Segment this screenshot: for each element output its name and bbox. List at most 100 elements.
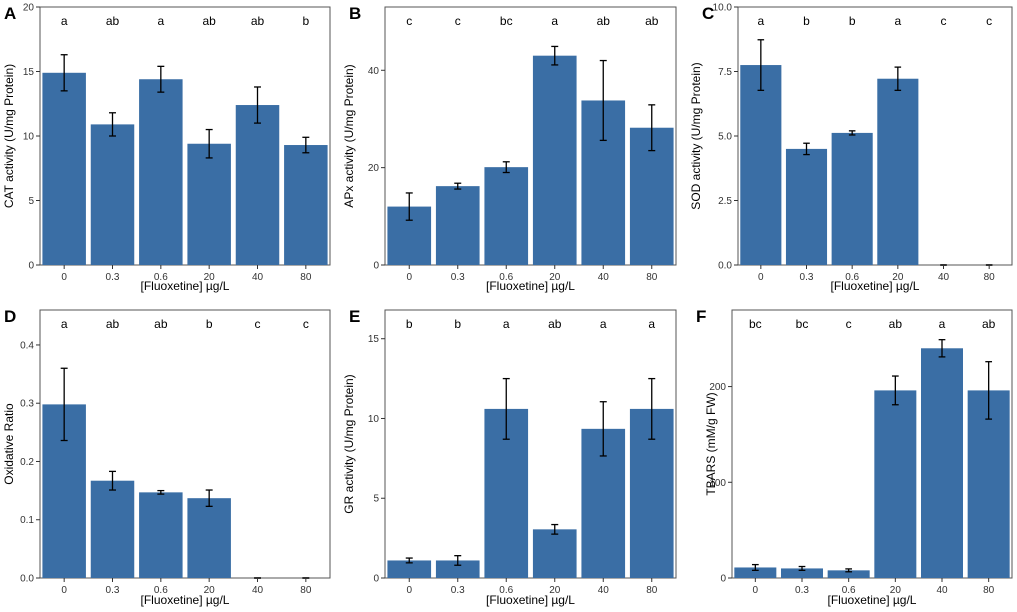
significance-letter: a [551, 14, 558, 28]
x-tick-label: 40 [252, 585, 264, 596]
significance-letter: ab [597, 14, 611, 28]
x-axis-title: [Fluoxetine] µg/L [831, 279, 920, 293]
significance-letter: ab [645, 14, 659, 28]
bar [284, 145, 328, 265]
significance-letter: a [939, 317, 946, 331]
bar [139, 492, 183, 578]
panel-a: A 0 5 10 15 20 0 a 0.3 ab 0.6 a 20 ab 40 ab 80 b [Fluoxeti… [2, 3, 331, 293]
y-tick-label: 200 [709, 382, 726, 393]
error-bar [848, 130, 856, 136]
significance-letter: ab [202, 14, 216, 28]
bar [235, 105, 280, 265]
bar [90, 124, 135, 265]
bar [484, 167, 529, 265]
bar [831, 132, 873, 265]
panel-e: E 0 5 10 15 0 b 0.3 b 0.6 a 20 ab 40 a 80 a [Fluoxetine] … [342, 307, 677, 607]
y-tick-label: 10 [23, 132, 35, 143]
x-tick-label: 80 [646, 585, 658, 596]
significance-letter: a [894, 14, 901, 28]
panel-label: B [349, 4, 361, 23]
x-tick-label: 0.3 [800, 272, 814, 283]
panel-label: E [349, 307, 360, 326]
y-tick-label: 15 [368, 334, 380, 345]
significance-letter: b [803, 14, 810, 28]
error-bar [454, 182, 462, 190]
significance-letter: bc [500, 14, 513, 28]
y-tick-label: 7.5 [718, 67, 732, 78]
error-bar [648, 377, 656, 440]
x-tick-label: 40 [938, 272, 950, 283]
error-bar [551, 523, 559, 535]
bar [785, 148, 828, 265]
panel-d: D 0.0 0.1 0.2 0.3 0.4 0 a 0.3 ab 0.6 ab 20 b 40 c 80 c [Fl… [2, 307, 331, 607]
error-bar [405, 557, 413, 564]
y-tick-label: 0.1 [20, 515, 34, 526]
significance-letter: ab [106, 317, 120, 331]
y-tick-label: 10 [368, 414, 380, 425]
error-bar [157, 489, 165, 495]
y-tick-label: 5 [373, 494, 379, 505]
bar [139, 79, 183, 266]
y-axis-title: APx activity (U/mg Protein) [342, 64, 356, 207]
plot-frame [384, 6, 677, 266]
x-axis-title: [Fluoxetine] µg/L [486, 593, 575, 607]
error-bar [894, 66, 902, 91]
x-tick-label: 0.3 [451, 585, 465, 596]
error-bar [405, 192, 413, 221]
significance-letter: ab [982, 317, 996, 331]
x-tick-label: 0.6 [842, 585, 856, 596]
y-tick-label: 20 [23, 3, 35, 14]
y-tick-label: 0.3 [20, 399, 34, 410]
panel-label: A [4, 4, 16, 23]
y-axis-title: CAT activity (U/mg Protein) [2, 64, 16, 208]
error-bar [60, 54, 68, 92]
error-bar [205, 489, 213, 507]
y-axis-title: TBARS (mM/g FW) [704, 392, 718, 495]
x-axis-title: [Fluoxetine] µg/L [828, 593, 917, 607]
error-bar [109, 112, 116, 137]
significance-letter: ab [889, 317, 903, 331]
significance-letter: c [986, 14, 992, 28]
significance-letter: b [849, 14, 856, 28]
bar [187, 143, 231, 265]
x-axis-title: [Fluoxetine] µg/L [141, 593, 230, 607]
y-tick-label: 0.0 [20, 574, 34, 585]
error-bar [454, 555, 462, 566]
plot-frame [39, 309, 331, 579]
bar [877, 78, 919, 265]
error-bar [599, 401, 607, 457]
bar [387, 560, 432, 578]
panel-label: D [4, 307, 16, 326]
x-tick-label: 0 [61, 272, 67, 283]
y-tick-label: 100 [709, 478, 726, 489]
x-tick-label: 20 [204, 585, 216, 596]
y-tick-label: 0.4 [20, 340, 34, 351]
error-bar [803, 142, 810, 156]
significance-letter: a [600, 317, 607, 331]
x-tick-label: 0.3 [451, 272, 465, 283]
panel-label: F [696, 307, 706, 326]
x-tick-label: 40 [252, 272, 264, 283]
bar [435, 560, 480, 578]
x-tick-label: 0 [61, 585, 67, 596]
x-tick-label: 0.3 [106, 585, 120, 596]
x-tick-label: 0.6 [499, 585, 513, 596]
x-tick-label: 40 [936, 585, 948, 596]
error-bar [302, 136, 310, 154]
error-bar [205, 128, 213, 159]
bar [967, 390, 1010, 578]
significance-letter: ab [251, 14, 265, 28]
panel-label: C [702, 4, 714, 23]
y-tick-label: 0 [373, 261, 379, 272]
x-tick-label: 80 [300, 272, 312, 283]
significance-letter: b [406, 317, 413, 331]
x-tick-label: 20 [549, 272, 561, 283]
y-tick-label: 2.5 [718, 196, 732, 207]
y-tick-label: 0.2 [20, 457, 34, 468]
bar [42, 72, 86, 265]
y-tick-label: 20 [368, 163, 380, 174]
significance-letter: a [503, 317, 510, 331]
error-bar [891, 375, 899, 406]
bar [921, 348, 963, 578]
